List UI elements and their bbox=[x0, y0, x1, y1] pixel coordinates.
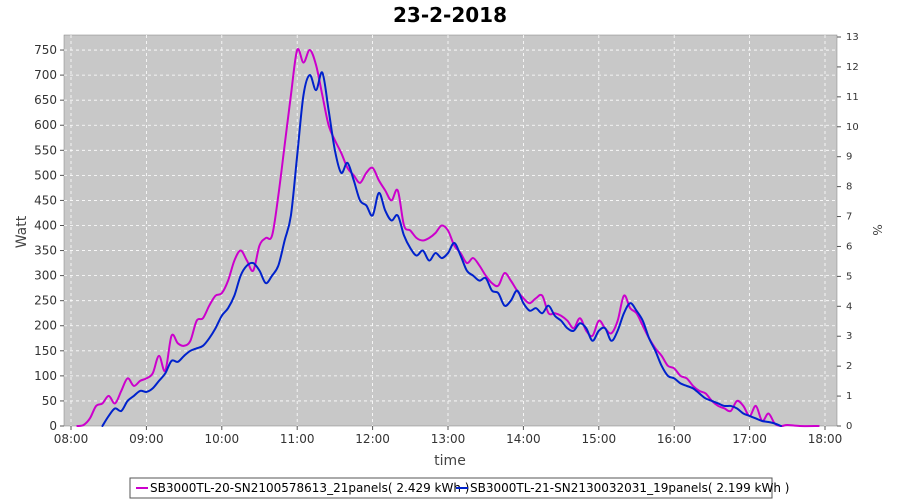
y2-tick-label: 0 bbox=[846, 421, 852, 432]
legend-items: SB3000TL-20-SN2100578613_21panels( 2.429… bbox=[136, 481, 789, 495]
x-tick-label: 18:00 bbox=[808, 432, 843, 446]
y2-tick-label: 9 bbox=[846, 152, 852, 163]
x-tick-label: 10:00 bbox=[205, 432, 240, 446]
y2-tick-label: 13 bbox=[846, 32, 859, 43]
y-tick-label: 650 bbox=[34, 93, 57, 107]
y2-tick-label: 6 bbox=[846, 241, 852, 252]
y2-tick-label: 3 bbox=[846, 331, 852, 342]
y-axis-label: Watt bbox=[14, 215, 30, 248]
plot-area bbox=[63, 34, 838, 427]
y2-tick-label: 2 bbox=[846, 361, 852, 372]
y-tick-label: 750 bbox=[34, 43, 57, 57]
x-tick-label: 11:00 bbox=[280, 432, 315, 446]
y-tick-label: 300 bbox=[34, 269, 57, 283]
y2-tick-label: 5 bbox=[846, 271, 852, 282]
y-tick-label: 600 bbox=[34, 118, 57, 132]
legend bbox=[129, 477, 773, 499]
y2-axis-label: % bbox=[870, 224, 884, 235]
y-tick-label: 50 bbox=[42, 394, 57, 408]
x-tick-label: 14:00 bbox=[506, 432, 541, 446]
series-line-1 bbox=[76, 48, 820, 428]
series-layer bbox=[76, 48, 820, 428]
y-tick-label: 100 bbox=[34, 369, 57, 383]
x-tick-label: 09:00 bbox=[129, 432, 164, 446]
y-tick-label: 500 bbox=[34, 168, 57, 182]
y2-tick-label: 4 bbox=[846, 301, 852, 312]
chart-title: 23-2-2018 bbox=[393, 3, 507, 27]
x-tick-label: 12:00 bbox=[355, 432, 390, 446]
legend-label-2: SB3000TL-21-SN2130032031_19panels( 2.199… bbox=[470, 481, 789, 495]
y-tick-label: 450 bbox=[34, 193, 57, 207]
x-tick-label: 08:00 bbox=[54, 432, 89, 446]
y-tick-label: 0 bbox=[49, 419, 57, 433]
y2-tick-label: 10 bbox=[846, 122, 859, 133]
y2-tick-label: 11 bbox=[846, 92, 859, 103]
legend-label-1: SB3000TL-20-SN2100578613_21panels( 2.429… bbox=[150, 481, 469, 495]
y-tick-label: 250 bbox=[34, 294, 57, 308]
grid-lines bbox=[64, 35, 837, 426]
axis-layer: 0501001502002503003504004505005506006507… bbox=[34, 32, 859, 446]
y2-tick-label: 1 bbox=[846, 391, 852, 402]
y2-tick-label: 8 bbox=[846, 182, 852, 193]
x-axis-label: time bbox=[434, 453, 466, 469]
x-tick-label: 17:00 bbox=[732, 432, 767, 446]
y2-tick-label: 7 bbox=[846, 212, 852, 223]
y-tick-label: 400 bbox=[34, 218, 57, 232]
x-tick-label: 16:00 bbox=[657, 432, 692, 446]
y-tick-label: 150 bbox=[34, 344, 57, 358]
y-tick-label: 350 bbox=[34, 244, 57, 258]
x-tick-label: 15:00 bbox=[582, 432, 617, 446]
x-tick-label: 13:00 bbox=[431, 432, 466, 446]
y2-tick-label: 12 bbox=[846, 62, 859, 73]
y-tick-label: 700 bbox=[34, 68, 57, 82]
y-tick-label: 200 bbox=[34, 319, 57, 333]
series-line-2 bbox=[101, 71, 783, 427]
y-tick-label: 550 bbox=[34, 143, 57, 157]
